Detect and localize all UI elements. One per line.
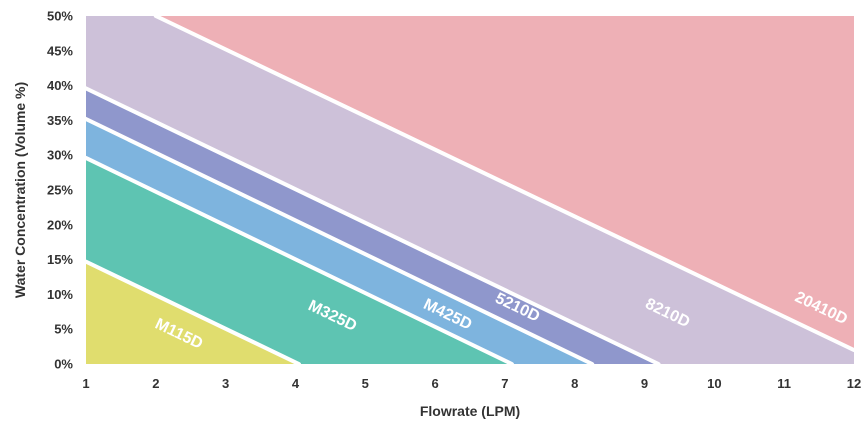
x-tick-label: 5 [362,376,369,391]
x-tick-label: 7 [501,376,508,391]
y-tick-label: 5% [54,322,73,337]
x-tick-label: 8 [571,376,578,391]
boundary-line-m425d [86,117,595,364]
y-tick-label: 35% [47,113,73,128]
y-tick-label: 20% [47,217,73,232]
boundary-line-m115d [86,259,301,364]
x-tick-label: 3 [222,376,229,391]
x-tick-label: 2 [152,376,159,391]
boundary-line-8210d [153,16,854,353]
x-axis-ticks: 1 2 3 4 5 6 7 8 9 10 11 12 [82,376,861,391]
x-tick-label: 4 [292,376,300,391]
boundary-line-5210d [86,86,661,364]
y-tick-label: 45% [47,43,73,58]
x-tick-label: 10 [707,376,721,391]
x-tick-label: 1 [82,376,89,391]
x-tick-label: 11 [777,376,791,391]
y-tick-label: 10% [47,287,73,302]
x-axis-title: Flowrate (LPM) [420,403,520,419]
y-tick-label: 30% [47,148,73,163]
y-axis-ticks: 0% 5% 10% 15% 20% 25% 30% 35% 40% 45% 50% [47,9,73,372]
x-tick-label: 12 [847,376,861,391]
y-axis-title: Water Concentration (Volume %) [12,82,28,298]
y-tick-label: 15% [47,252,73,267]
y-tick-label: 0% [54,357,73,372]
band-areas [86,16,854,364]
band-boundaries [86,16,854,364]
x-tick-label: 9 [641,376,648,391]
y-tick-label: 40% [47,78,73,93]
boundary-line-m325d [86,155,514,364]
y-tick-label: 25% [47,183,73,198]
y-tick-label: 50% [47,9,73,24]
x-tick-label: 6 [431,376,438,391]
